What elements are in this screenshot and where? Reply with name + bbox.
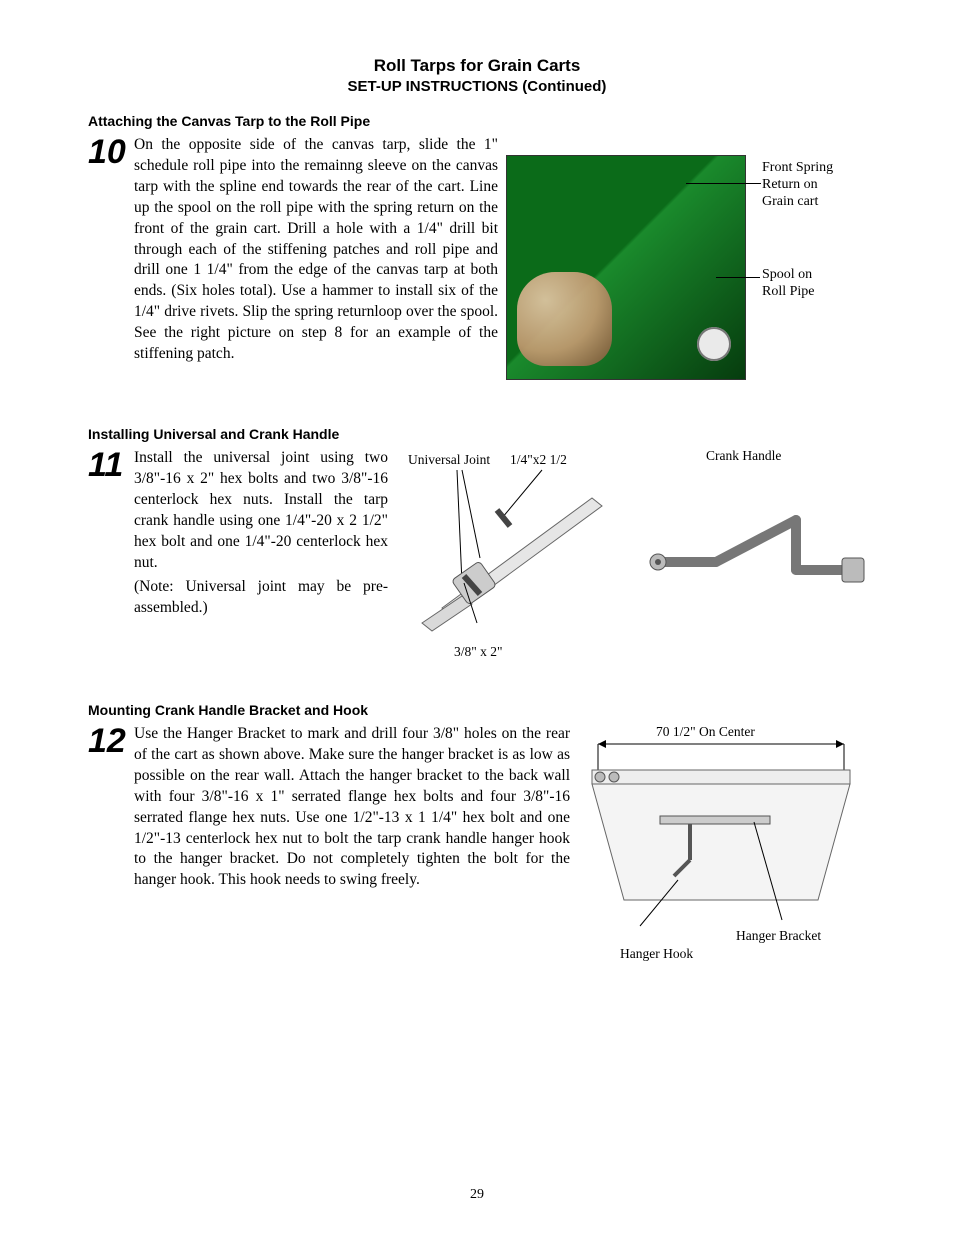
label-hanger-bracket: Hanger Bracket bbox=[736, 928, 821, 944]
doc-title: Roll Tarps for Grain Carts bbox=[88, 55, 866, 78]
step-11-body: Install the universal joint using two 3/… bbox=[134, 448, 388, 574]
step-12-number: 12 bbox=[88, 724, 134, 758]
section-12-heading: Mounting Crank Handle Bracket and Hook bbox=[88, 702, 866, 718]
section-10-heading: Attaching the Canvas Tarp to the Roll Pi… bbox=[88, 113, 866, 129]
page-number: 29 bbox=[0, 1187, 954, 1203]
callout-spool: Spool on Roll Pipe bbox=[762, 267, 815, 301]
universal-joint-svg bbox=[402, 448, 632, 648]
step-10: 10 On the opposite side of the canvas ta… bbox=[88, 135, 498, 365]
leader-line bbox=[686, 183, 761, 184]
step-12: 12 Use the Hanger Bracket to mark and dr… bbox=[88, 724, 570, 891]
step-10-row: 10 On the opposite side of the canvas ta… bbox=[88, 135, 866, 380]
label-three-eighths-bolt: 3/8" x 2" bbox=[454, 644, 503, 660]
step-11: 11 Install the universal joint using two… bbox=[88, 448, 388, 619]
step-11-number: 11 bbox=[88, 448, 134, 482]
step-10-body: On the opposite side of the canvas tarp,… bbox=[134, 135, 498, 365]
step-12-row: 12 Use the Hanger Bracket to mark and dr… bbox=[88, 724, 866, 950]
crank-handle-figure: Crank Handle bbox=[646, 448, 866, 648]
universal-joint-diagram: Universal Joint 1/4"x2 1/2 3/8" x 2" bbox=[402, 448, 632, 648]
leader-line bbox=[716, 277, 760, 278]
callout-front-spring: Front Spring Return on Grain cart bbox=[762, 160, 833, 210]
step-10-number: 10 bbox=[88, 135, 134, 169]
section-11-heading: Installing Universal and Crank Handle bbox=[88, 426, 866, 442]
step-10-figure: Front Spring Return on Grain cart Spool … bbox=[506, 135, 866, 380]
grain-cart-photo bbox=[506, 155, 746, 380]
label-crank-handle: Crank Handle bbox=[706, 448, 926, 464]
step-12-body: Use the Hanger Bracket to mark and drill… bbox=[134, 724, 570, 891]
page-header: Roll Tarps for Grain Carts SET-UP INSTRU… bbox=[88, 55, 866, 95]
label-on-center: 70 1/2" On Center bbox=[656, 724, 755, 740]
hanger-svg bbox=[586, 730, 856, 950]
crank-handle-svg bbox=[646, 462, 866, 632]
step-11-note: (Note: Universal joint may be pre-assemb… bbox=[134, 577, 388, 619]
doc-subtitle: SET-UP INSTRUCTIONS (Continued) bbox=[88, 78, 866, 95]
step-11-row: 11 Install the universal joint using two… bbox=[88, 448, 866, 648]
hanger-bracket-diagram: 70 1/2" On Center Hanger Bracket Hanger … bbox=[586, 724, 866, 950]
label-hanger-hook: Hanger Hook bbox=[620, 946, 693, 962]
